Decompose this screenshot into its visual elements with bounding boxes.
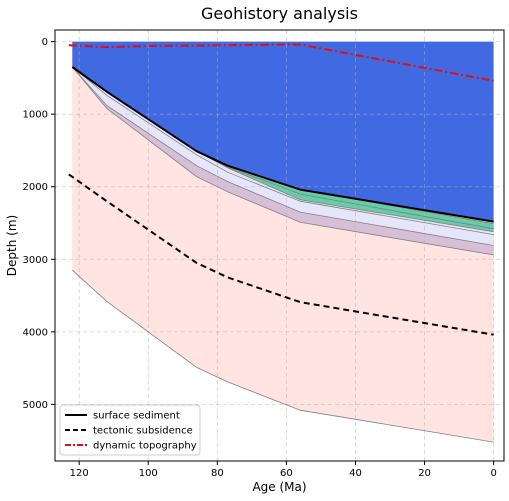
- horizon-line: [71, 66, 494, 256]
- x-tick-label: 20: [418, 468, 431, 479]
- sediment-layer: [72, 67, 494, 443]
- water-column: [72, 41, 494, 222]
- x-tick-label: 80: [211, 468, 224, 479]
- legend: surface sediment tectonic subsidence dynam…: [59, 404, 201, 456]
- series-line-dashdot: [68, 43, 494, 82]
- y-tick-label: 1000: [23, 110, 48, 121]
- y-tick-label: 0: [42, 37, 48, 48]
- series-line-dashed: [68, 173, 494, 336]
- y-tick-label: 3000: [23, 255, 48, 266]
- horizon-line: [72, 66, 494, 246]
- legend-label: tectonic subsidence: [93, 426, 193, 437]
- legend-label: surface sediment: [93, 411, 180, 422]
- x-axis-ticks: 120 100 80 60 40 20 0: [70, 461, 497, 479]
- legend-box: [59, 404, 201, 456]
- plot-frame: [54, 29, 505, 462]
- x-tick-label: 100: [139, 468, 158, 479]
- x-tick-label: 120: [70, 468, 89, 479]
- horizon-line: [72, 66, 494, 235]
- x-axis-label: Age (Ma): [252, 480, 306, 494]
- plot-area: 120 100 80 60 40 20 0 0 1000 2000 3000 4000 5000: [23, 29, 505, 479]
- x-tick-label: 0: [490, 468, 496, 479]
- series-line-solid: [71, 66, 494, 223]
- y-axis-label: Depth (m): [5, 215, 19, 276]
- y-axis-ticks: 0 1000 2000 3000 4000 5000: [23, 37, 55, 411]
- series-lines: [68, 43, 494, 336]
- chart-title: Geohistory analysis: [201, 4, 358, 23]
- x-tick-label: 60: [280, 468, 293, 479]
- legend-label: dynamic topography: [93, 441, 197, 452]
- y-tick-label: 5000: [23, 400, 48, 411]
- y-tick-label: 2000: [23, 182, 48, 193]
- horizon-line: [72, 269, 494, 443]
- y-tick-label: 4000: [23, 327, 48, 338]
- x-tick-label: 40: [349, 468, 362, 479]
- grid-lines: [55, 30, 504, 461]
- legend-entries: surface sediment tectonic subsidence dynam…: [65, 411, 197, 452]
